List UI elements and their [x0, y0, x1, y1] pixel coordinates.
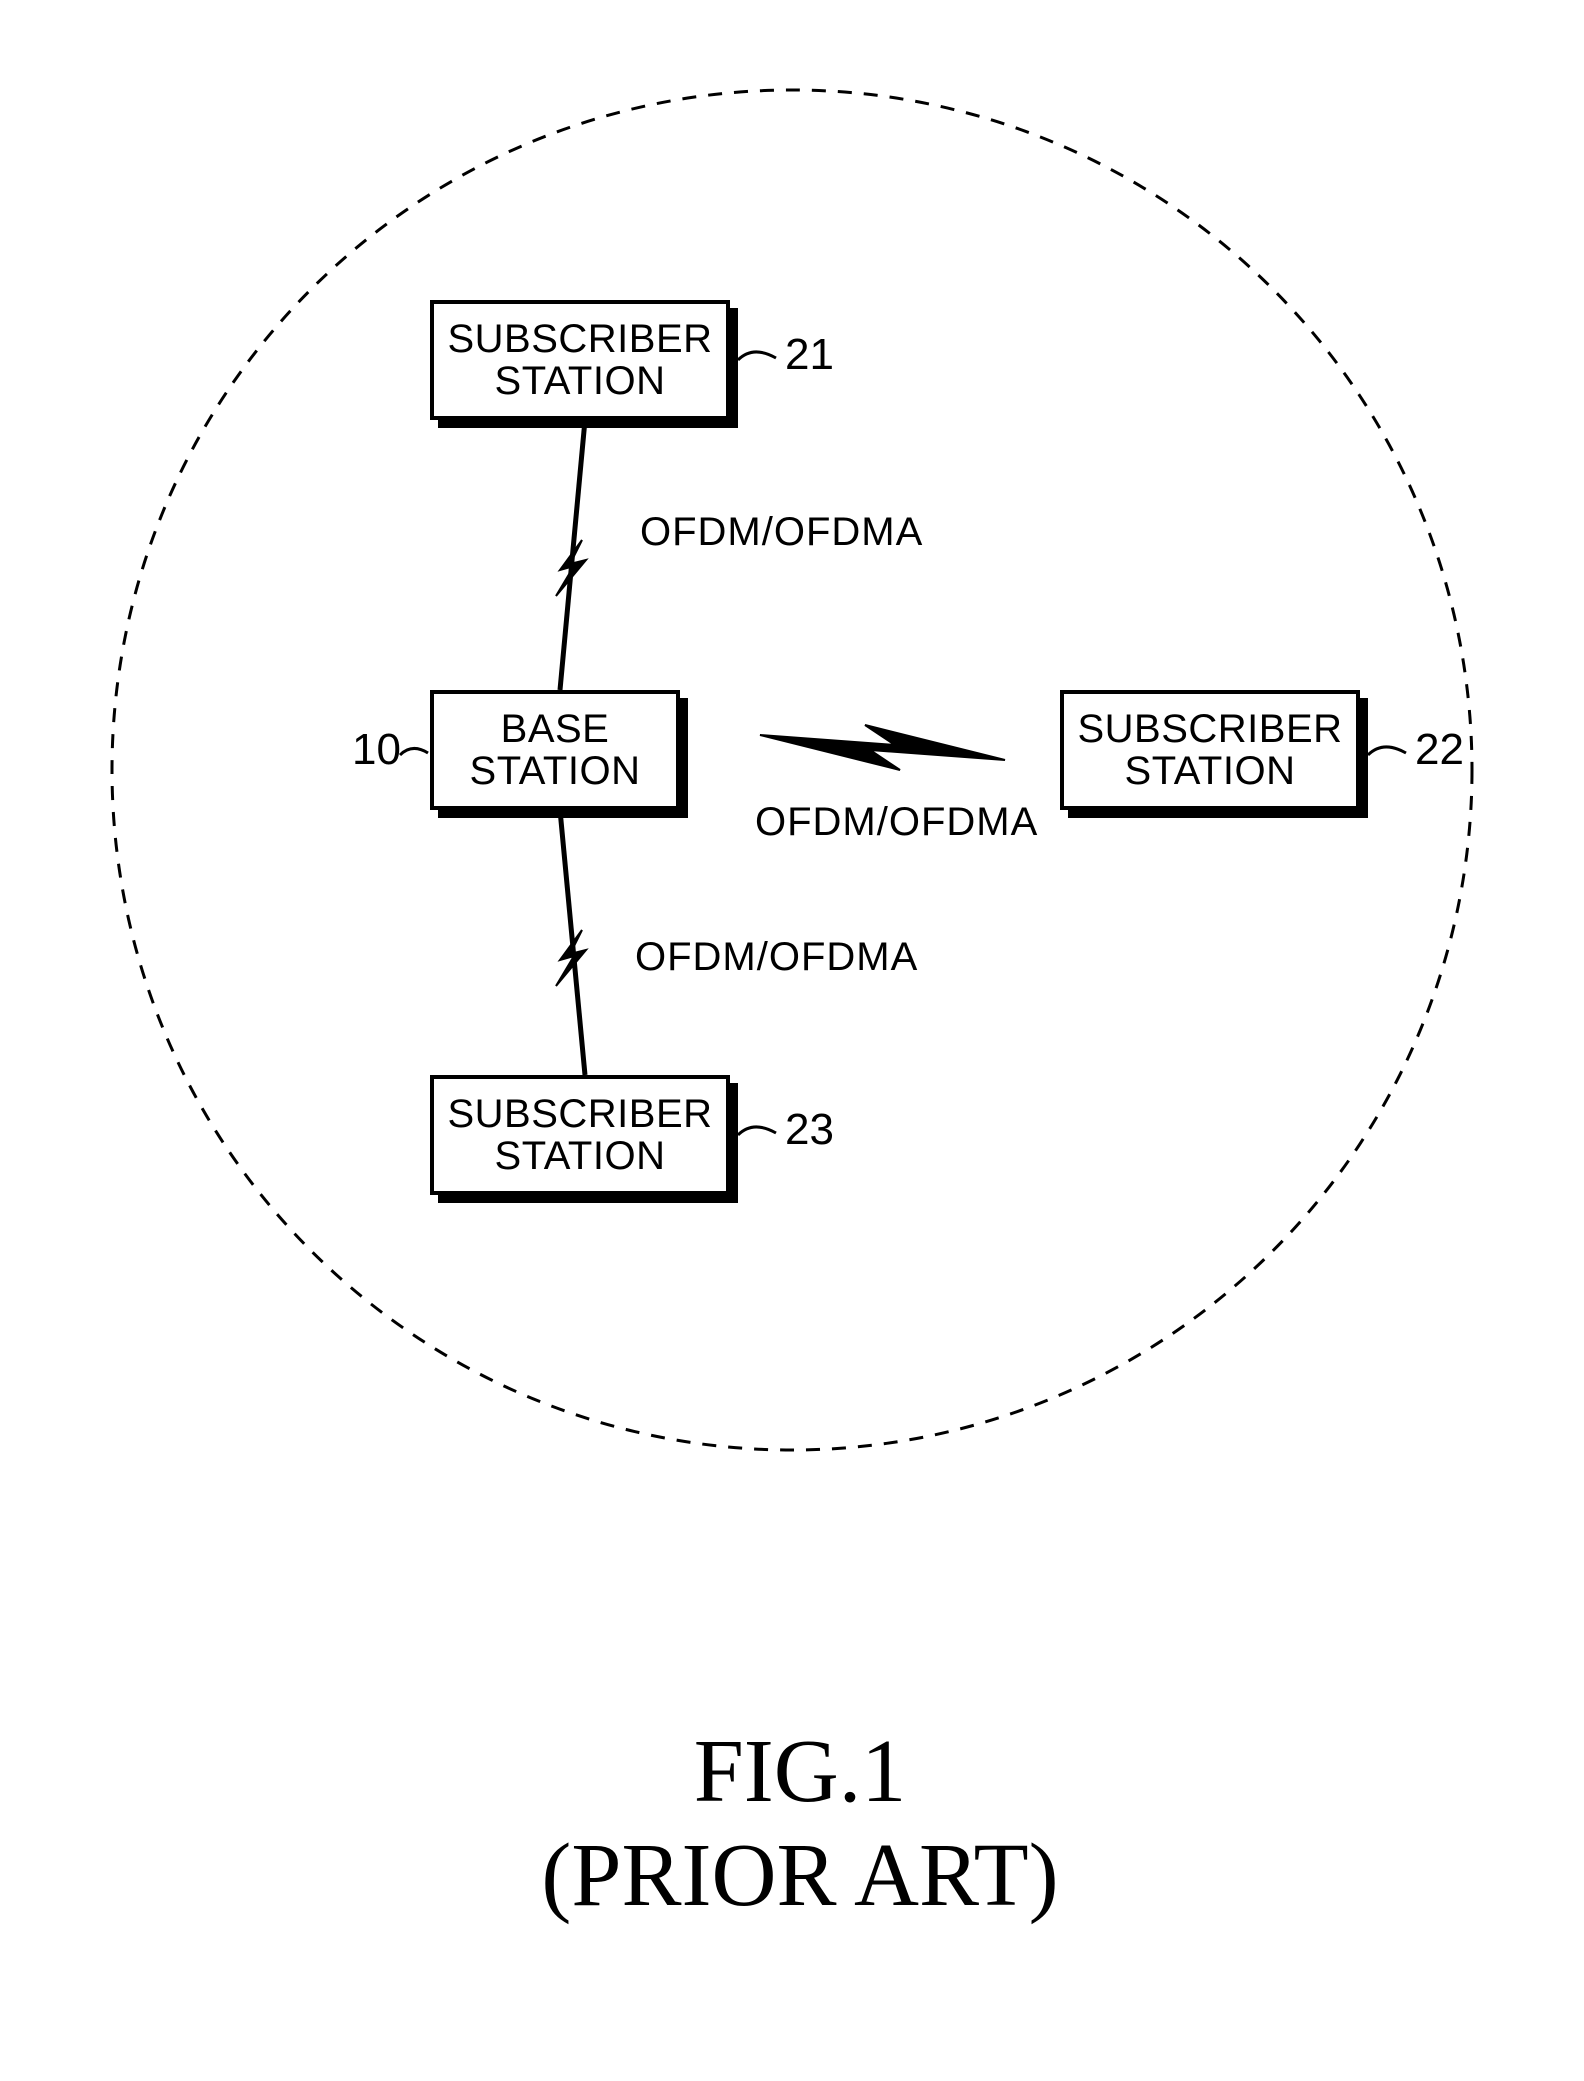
figure-canvas: BASE STATION SUBSCRIBER STATION SUBSCRIB…	[0, 0, 1584, 2081]
base-station-label-1: BASE	[501, 708, 610, 750]
ss21-label-1: SUBSCRIBER	[447, 318, 712, 360]
ref-22: 22	[1415, 725, 1464, 775]
ref-leader-21	[738, 352, 776, 360]
bolt-icon-3	[556, 930, 586, 986]
ss23-label-1: SUBSCRIBER	[447, 1093, 712, 1135]
bolt-icon-1	[556, 540, 586, 596]
bolt-icon-2	[760, 725, 1005, 770]
caption-line1: FIG.1	[490, 1720, 1110, 1824]
caption-line2: (PRIOR ART)	[490, 1824, 1110, 1928]
link-label-3: OFDM/OFDMA	[635, 935, 918, 980]
ref-10: 10	[352, 725, 401, 775]
ss22-label-2: STATION	[1125, 750, 1296, 792]
subscriber-station-22-node: SUBSCRIBER STATION	[1060, 690, 1360, 810]
link-label-1: OFDM/OFDMA	[640, 510, 923, 555]
subscriber-station-21-node: SUBSCRIBER STATION	[430, 300, 730, 420]
ref-leader-10	[400, 748, 428, 755]
ref-23: 23	[785, 1105, 834, 1155]
figure-caption: FIG.1 (PRIOR ART)	[490, 1720, 1110, 1927]
link-base-ss21	[560, 420, 585, 690]
ref-leader-22	[1368, 747, 1406, 755]
ss21-label-2: STATION	[495, 360, 666, 402]
ref-leader-23	[738, 1127, 776, 1135]
link-base-ss23	[560, 810, 585, 1075]
link-label-2: OFDM/OFDMA	[755, 800, 1038, 845]
ref-21: 21	[785, 330, 834, 380]
subscriber-station-23-node: SUBSCRIBER STATION	[430, 1075, 730, 1195]
base-station-label-2: STATION	[470, 750, 641, 792]
ss23-label-2: STATION	[495, 1135, 666, 1177]
base-station-node: BASE STATION	[430, 690, 680, 810]
ss22-label-1: SUBSCRIBER	[1077, 708, 1342, 750]
